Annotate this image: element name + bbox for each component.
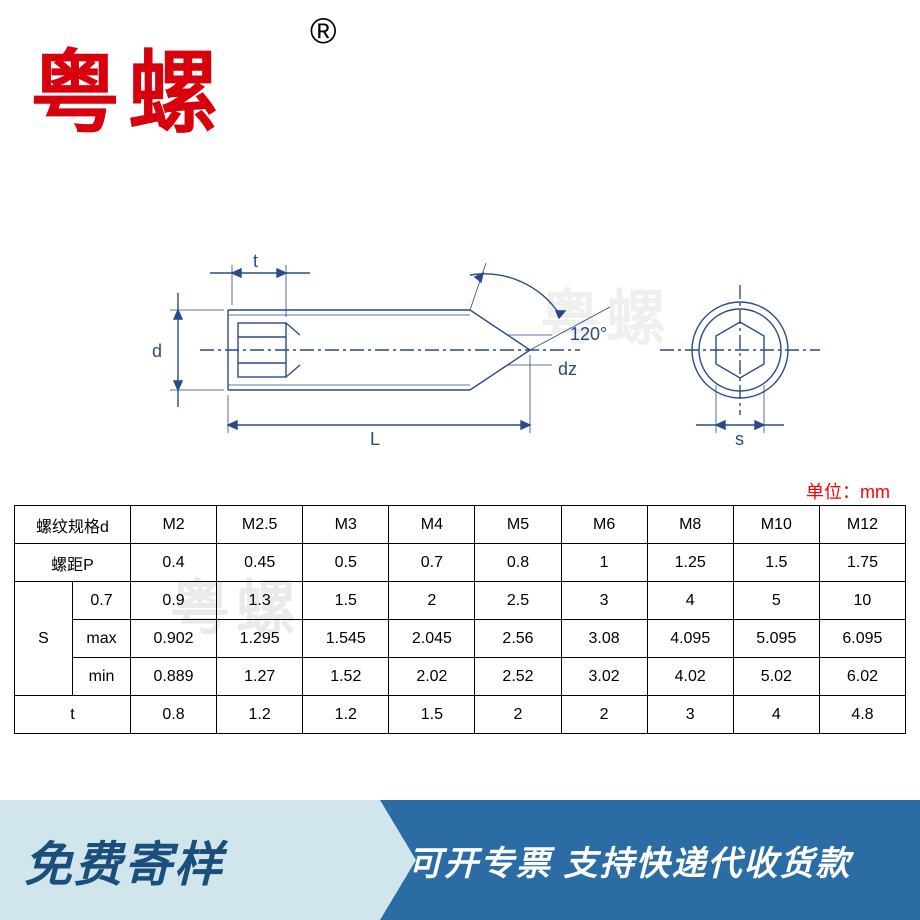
banner-right: 可开专票 支持快递代收货款 xyxy=(380,800,920,920)
header-d: 螺纹规格d xyxy=(15,506,131,544)
banner-left: 免费寄样 xyxy=(0,800,380,920)
label-angle: 120° xyxy=(570,324,607,344)
header-s: S xyxy=(15,582,73,696)
header-p: 螺距P xyxy=(15,544,131,582)
table-row: t 0.81.21.21.522344.8 xyxy=(15,696,906,734)
label-L: L xyxy=(370,429,380,449)
table-row: min 0.8891.271.522.022.523.024.025.026.0… xyxy=(15,658,906,696)
header-t: t xyxy=(15,696,131,734)
header-max: max xyxy=(73,620,131,658)
label-d: d xyxy=(152,341,162,361)
footer-banner: 免费寄样 可开专票 支持快递代收货款 xyxy=(0,800,920,920)
banner-arrow-icon xyxy=(380,800,416,920)
label-t: t xyxy=(253,251,258,271)
technical-diagram: dz 120° t d xyxy=(0,245,920,455)
header-min: min xyxy=(73,658,131,696)
label-dz: dz xyxy=(558,359,577,379)
unit-label: 单位：mm xyxy=(806,478,890,504)
banner-left-text: 免费寄样 xyxy=(24,825,224,895)
registered-mark: ® xyxy=(310,10,337,52)
table-row: 螺距P 0.40.450.50.70.811.251.51.75 xyxy=(15,544,906,582)
table-row: max 0.9021.2951.5452.0452.563.084.0955.0… xyxy=(15,620,906,658)
spec-table: 螺纹规格d M2M2.5M3M4M5M6M8M10M12 螺距P 0.40.45… xyxy=(14,505,906,734)
label-s: s xyxy=(735,429,744,449)
table-row: 螺纹规格d M2M2.5M3M4M5M6M8M10M12 xyxy=(15,506,906,544)
banner-right-text: 可开专票 支持快递代收货款 xyxy=(408,836,851,885)
table-row: S 0.7 0.91.31.522.534510 xyxy=(15,582,906,620)
brand-logo-text: 粤螺 xyxy=(30,20,226,150)
